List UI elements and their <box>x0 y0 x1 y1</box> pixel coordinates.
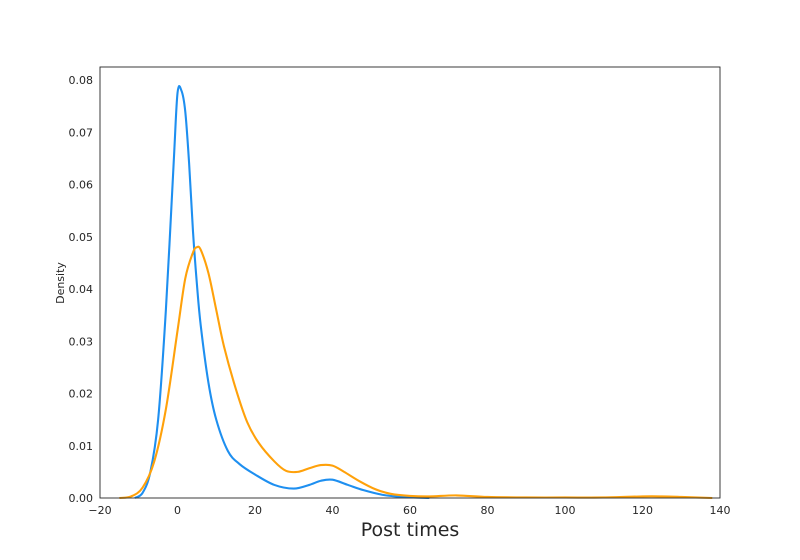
x-tick-label: 120 <box>632 504 653 517</box>
y-tick-label: 0.05 <box>69 231 94 244</box>
x-tick-label: 0 <box>174 504 181 517</box>
y-axis-title: Density <box>54 262 67 304</box>
y-tick-label: 0.04 <box>69 283 94 296</box>
y-tick-label: 0.07 <box>69 126 94 139</box>
x-axis-title: Post times <box>361 519 460 541</box>
x-tick-label: 40 <box>326 504 340 517</box>
x-tick-label: 20 <box>248 504 262 517</box>
y-tick-label: 0.08 <box>69 74 94 87</box>
y-tick-label: 0.02 <box>69 388 94 401</box>
x-tick-label: 100 <box>555 504 576 517</box>
density-curve-1 <box>134 85 430 500</box>
y-tick-label: 0.03 <box>69 335 94 348</box>
x-tick-label: 60 <box>403 504 417 517</box>
plot-frame <box>99 66 721 499</box>
density-curve-2 <box>119 245 713 500</box>
x-tick-label: −20 <box>88 504 111 517</box>
y-tick-label: 0.01 <box>69 440 94 453</box>
x-tick-label: 80 <box>481 504 495 517</box>
x-tick-label: 140 <box>710 504 731 517</box>
y-tick-label: 0.00 <box>69 492 94 505</box>
y-tick-label: 0.06 <box>69 179 94 192</box>
